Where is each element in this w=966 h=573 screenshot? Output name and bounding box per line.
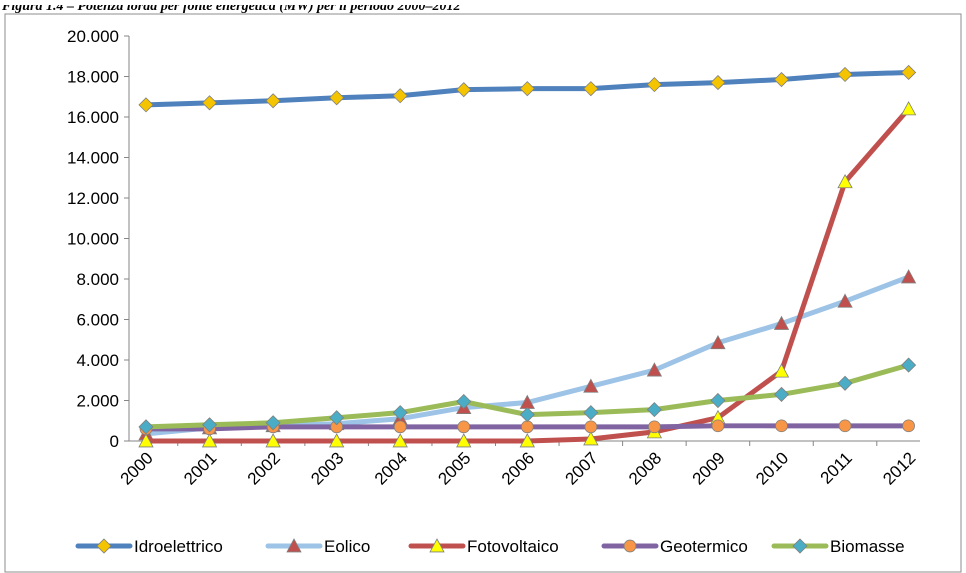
data-point-fotovoltaico [837, 173, 853, 189]
data-point-biomasse [456, 393, 472, 410]
legend-marker-biomasse [792, 538, 808, 554]
legend-label-fotovoltaico: Fotovoltaico [467, 537, 559, 556]
legend-marker-geotermico [623, 539, 637, 553]
data-point-biomasse [646, 402, 662, 418]
data-point-idroelettrico [710, 75, 726, 91]
legend-label-biomasse: Biomasse [830, 537, 905, 556]
data-point-eolico [646, 362, 663, 377]
data-point-fotovoltaico [392, 433, 408, 448]
data-point-biomasse [265, 415, 281, 431]
legend-marker-eolico [286, 538, 302, 553]
legend-item-fotovoltaico: Fotovoltaico [408, 537, 559, 556]
data-point-fotovoltaico [773, 363, 790, 378]
legend-marker-idroelettrico [96, 538, 112, 554]
y-tick-label: 6.000 [76, 311, 119, 330]
data-point-fotovoltaico [900, 101, 917, 116]
data-point-geotermico [393, 420, 407, 434]
data-point-biomasse [329, 410, 345, 426]
data-point-geotermico [584, 420, 598, 434]
data-point-biomasse [201, 417, 218, 433]
data-point-fotovoltaico [328, 433, 345, 448]
data-point-idroelettrico [519, 81, 535, 97]
legend-item-geotermico: Geotermico [601, 537, 748, 556]
legend-label-eolico: Eolico [324, 537, 370, 556]
series-biomasse [138, 357, 917, 435]
data-point-biomasse [392, 405, 408, 421]
data-point-fotovoltaico [519, 433, 535, 448]
y-tick-label: 8.000 [76, 270, 119, 289]
legend-label-geotermico: Geotermico [660, 537, 748, 556]
series-layer [138, 64, 917, 448]
data-point-eolico [773, 315, 790, 330]
data-point-geotermico [902, 419, 915, 433]
data-point-geotermico [457, 420, 471, 434]
figure-caption: Figura 1.4 – Potenza lorda per fonte ene… [2, 0, 461, 14]
data-point-biomasse [710, 392, 726, 409]
series-idroelettrico [138, 64, 917, 113]
legend-label-idroelettrico: Idroelettrico [134, 537, 223, 556]
y-tick-label: 14.000 [67, 149, 119, 168]
data-point-biomasse [901, 357, 917, 373]
y-tick-label: 16.000 [67, 108, 119, 127]
data-point-fotovoltaico [201, 433, 218, 448]
data-point-fotovoltaico [456, 433, 472, 448]
y-tick-label: 18.000 [67, 68, 119, 87]
y-tick-label: 0 [110, 432, 119, 451]
y-tick-label: 20.000 [67, 27, 119, 46]
y-tick-label: 4.000 [76, 351, 119, 370]
data-point-idroelettrico [773, 71, 790, 88]
legend-marker-fotovoltaico [429, 538, 445, 553]
data-point-biomasse [138, 419, 154, 435]
data-point-biomasse [583, 405, 599, 421]
y-tick-label: 10.000 [67, 230, 119, 249]
legend: Idroelettrico Eolico Fotovoltaico Geotermic… [75, 537, 905, 556]
data-point-idroelettrico [583, 81, 599, 97]
data-point-idroelettrico [901, 64, 917, 81]
data-point-geotermico [775, 419, 788, 433]
data-point-idroelettrico [837, 66, 853, 83]
data-point-idroelettrico [392, 88, 408, 104]
data-point-eolico [900, 269, 917, 284]
legend-item-idroelettrico: Idroelettrico [75, 537, 223, 556]
data-point-fotovoltaico [138, 433, 154, 448]
data-point-geotermico [711, 419, 725, 433]
y-tick-label: 2.000 [76, 392, 119, 411]
data-point-idroelettrico [201, 95, 218, 111]
legend-item-eolico: Eolico [265, 537, 370, 556]
data-point-fotovoltaico [583, 431, 599, 446]
data-point-geotermico [520, 420, 534, 434]
data-point-idroelettrico [265, 93, 281, 109]
data-point-idroelettrico [329, 90, 345, 106]
data-point-eolico [583, 378, 599, 393]
data-point-eolico [837, 293, 853, 308]
y-tick-label: 12.000 [67, 189, 119, 208]
data-point-geotermico [838, 419, 852, 433]
data-point-biomasse [519, 407, 535, 423]
series-fotovoltaico [138, 101, 917, 448]
data-point-geotermico [648, 420, 661, 434]
legend-item-biomasse: Biomasse [771, 537, 905, 556]
data-point-biomasse [773, 386, 790, 402]
data-point-idroelettrico [138, 97, 154, 113]
data-point-biomasse [837, 375, 853, 391]
chart-frame [4, 13, 962, 573]
data-point-idroelettrico [646, 77, 662, 93]
data-point-eolico [710, 334, 726, 350]
data-point-idroelettrico [456, 82, 472, 98]
data-point-fotovoltaico [265, 433, 281, 448]
